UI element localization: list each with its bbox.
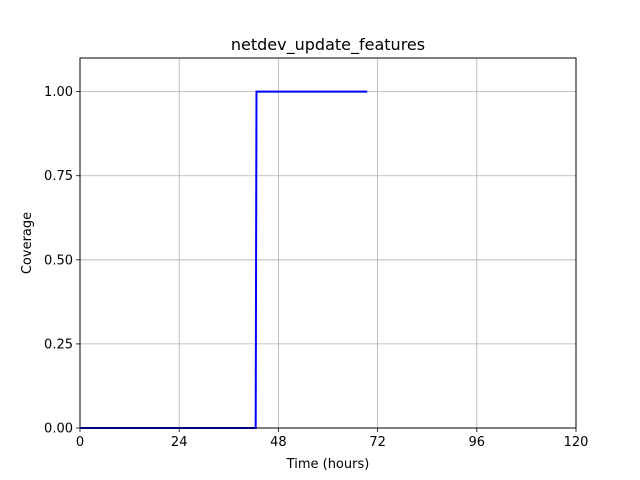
x-tick-label: 0	[76, 435, 84, 450]
y-axis-label: Coverage	[20, 212, 35, 274]
x-tick-label: 72	[369, 435, 386, 450]
plot-frame	[79, 57, 577, 429]
x-tick-label: 120	[564, 435, 589, 450]
x-tick-label: 24	[171, 435, 188, 450]
x-axis-label: Time (hours)	[286, 457, 370, 472]
plot-area	[80, 58, 576, 428]
axis-ticks: 0 24 48 72 96 120 0.00 0.25 0.50 0.75 1.00	[44, 85, 588, 450]
x-tick-label: 96	[469, 435, 486, 450]
y-tick-label: 0.00	[44, 422, 73, 437]
y-tick-label: 1.00	[44, 85, 73, 100]
y-tick-label: 0.25	[44, 337, 73, 352]
y-tick-label: 0.50	[44, 253, 73, 268]
y-tick-label: 0.75	[44, 169, 73, 184]
chart-title: netdev_update_features	[231, 35, 425, 55]
x-tick-label: 48	[270, 435, 287, 450]
